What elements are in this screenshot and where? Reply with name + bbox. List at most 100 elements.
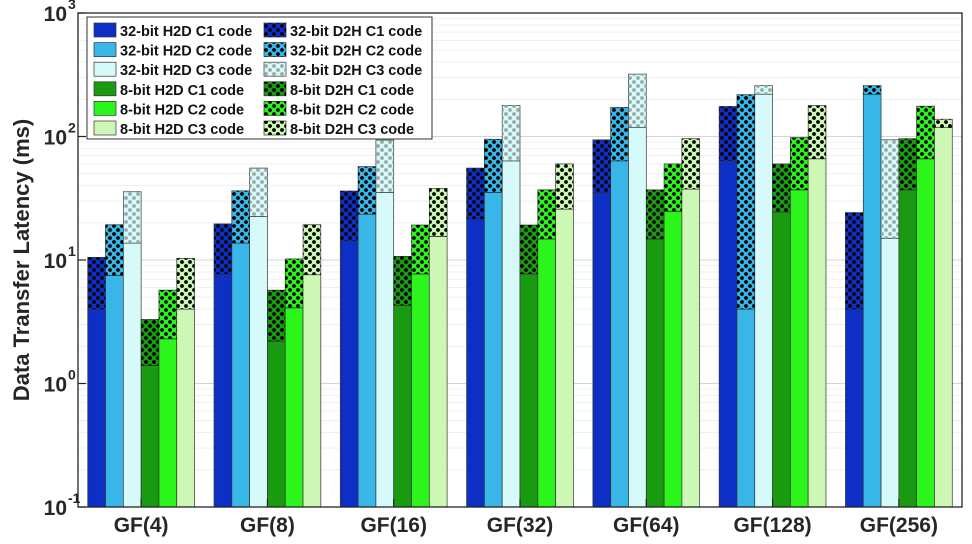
bar-h2d [736,308,756,508]
bar-h2d [213,273,233,508]
bar-h2d [176,308,195,508]
bar-d2h-pattern [375,140,394,193]
bar-h2d [158,338,178,508]
bar-d2h-pattern [411,225,430,275]
bar-h2d [393,304,412,508]
bar-h2d [428,236,448,508]
bar-h2d [357,213,377,508]
bar-h2d [231,242,250,508]
bar-d2h-pattern [214,223,232,275]
bar-h2d [267,340,286,508]
bar-h2d [302,274,322,508]
legend-label-d2h: 32-bit D2H C1 code [290,24,422,40]
bar-h2d [916,158,935,508]
bar-h2d [284,307,304,508]
y-tick-label: 10 [44,3,67,26]
bar-h2d [681,188,701,508]
legend-swatch-d2h-pattern [264,23,286,37]
bar-d2h-pattern [628,74,647,128]
x-tick-label: GF(256) [860,514,938,537]
x-tick-label: GF(4) [114,514,169,537]
bar-d2h-pattern [754,85,773,95]
bar-d2h-pattern [863,85,882,95]
bar-d2h-pattern [610,107,629,161]
bar-d2h-pattern [736,94,755,310]
y-axis-label: Data Transfer Latency (ms) [9,119,34,401]
legend-swatch-d2h-pattern [264,62,286,77]
legend-swatch-d2h-pattern [264,42,286,57]
bar-h2d [718,160,738,508]
bar-d2h-pattern [555,163,574,210]
legend-label-h2d: 8-bit H2D C2 code [120,102,244,118]
legend-label-d2h: 8-bit D2H C1 code [290,83,414,99]
bar-h2d [501,160,521,508]
legend: 32-bit H2D C1 code 32-bit D2H C1 code 32-b… [86,16,433,140]
legend-label-h2d: 32-bit H2D C1 code [120,24,252,40]
bar-h2d [862,93,882,508]
bar-d2h-pattern [358,166,376,215]
bar-h2d [537,238,556,508]
bar-d2h-pattern [158,290,177,339]
bar-h2d [466,218,485,508]
legend-label-d2h: 32-bit D2H C2 code [290,44,422,60]
legend-swatch-d2h-pattern [264,101,286,116]
bar-h2d [934,127,953,508]
x-tick-label: GF(8) [240,514,295,537]
bar-d2h-pattern [881,139,899,239]
bar-h2d [628,127,647,508]
bar-h2d [249,216,268,508]
bar-d2h-pattern [340,190,359,241]
bar-d2h-pattern [664,163,682,212]
x-tick-label: GF(16) [360,514,427,537]
bar-h2d [375,192,395,508]
legend-label-h2d: 32-bit H2D C2 code [120,44,252,60]
bar-h2d [663,210,683,508]
bar-d2h-pattern [772,163,791,212]
bar-h2d [122,242,142,508]
legend-label-h2d: 32-bit H2D C3 code [120,63,252,79]
x-tick-label: GF(64) [613,514,680,537]
bar-h2d [807,158,827,508]
legend-box [86,16,433,140]
bar-h2d [772,211,791,508]
bar-d2h-pattern [267,290,286,342]
bar-d2h-pattern [916,106,935,159]
bar-d2h-pattern [646,189,665,239]
bar-d2h-pattern [808,105,826,159]
bar-h2d [105,275,124,508]
y-tick-label: 10 [44,374,67,397]
legend-label-d2h: 32-bit D2H C3 code [290,63,422,79]
bar-h2d [339,240,359,508]
bar-d2h-pattern [466,168,485,219]
bar-h2d [790,189,809,508]
legend-label-h2d: 8-bit H2D C1 code [120,83,244,99]
bar-h2d [610,160,629,508]
y-tick-label: 10 [44,127,67,150]
y-tick-exponent: 2 [68,120,76,136]
bar-d2h-pattern [87,257,106,310]
bar-d2h-pattern [249,168,268,217]
bar-d2h-pattern [790,137,809,190]
legend-swatch-h2d [93,81,117,97]
bar-d2h-pattern [176,258,195,310]
bar-d2h-pattern [520,225,538,275]
bar-d2h-pattern [681,138,700,190]
y-tick-exponent: 0 [68,367,76,383]
axes-box [77,12,963,508]
bar-d2h-pattern [429,188,448,237]
legend-swatch-d2h-pattern [264,121,286,135]
bar-d2h-pattern [105,224,124,276]
bar-h2d [880,237,900,508]
bar-d2h-pattern [393,256,412,306]
legend-swatch-h2d [93,22,117,38]
y-tick-exponent: -1 [68,490,81,506]
y-tick-exponent: 1 [68,243,76,259]
bar-d2h-pattern [231,190,250,244]
bar-h2d [555,208,574,508]
bar-d2h-pattern [303,224,321,275]
bar-h2d [898,189,918,508]
y-tick-label: 10 [44,497,67,520]
bar-d2h-pattern [934,119,953,128]
